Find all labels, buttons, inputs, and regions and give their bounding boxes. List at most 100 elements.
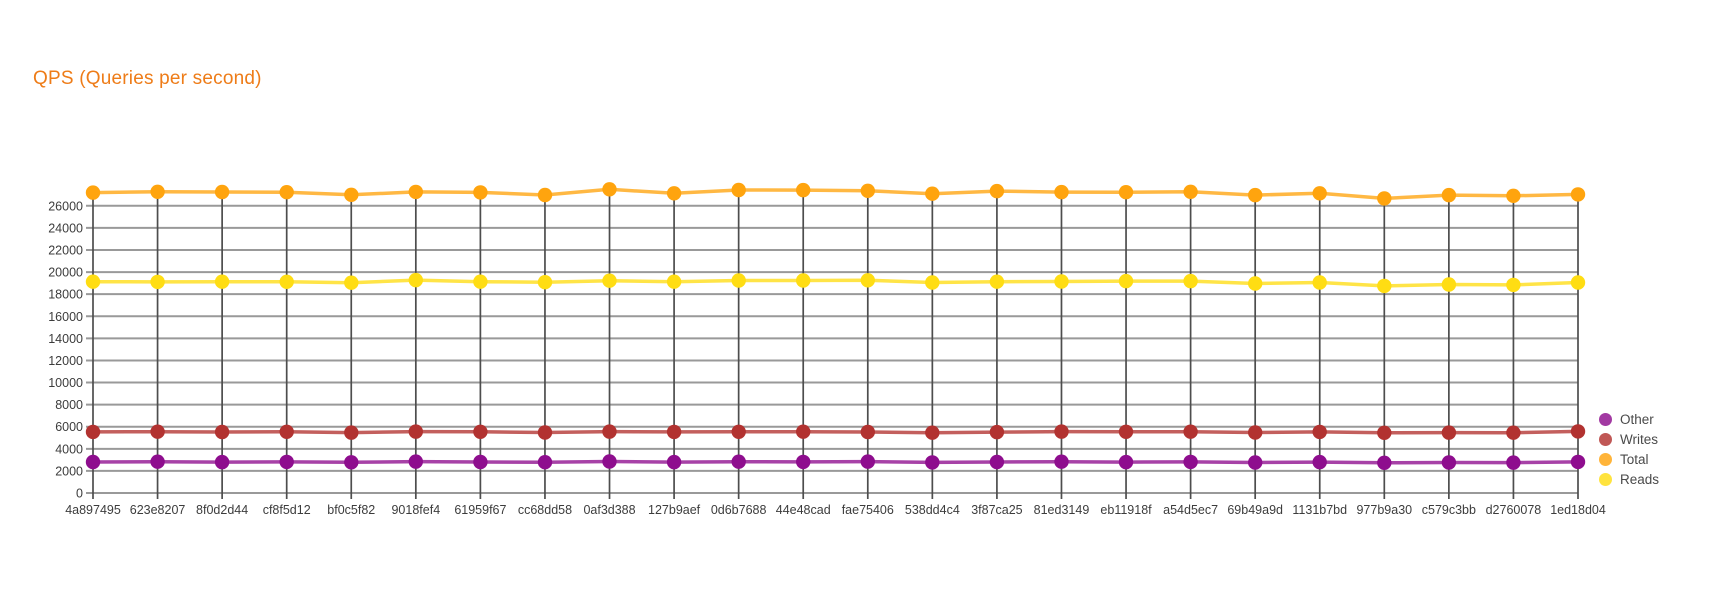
writes-point[interactable] (85, 424, 101, 440)
reads-point[interactable] (1312, 275, 1327, 290)
total-point[interactable] (1248, 187, 1263, 203)
writes-point[interactable] (860, 424, 875, 440)
reads-point[interactable] (1377, 278, 1392, 294)
reads-point[interactable] (1054, 274, 1069, 289)
other-point[interactable] (408, 454, 423, 469)
other-point[interactable] (1377, 455, 1392, 470)
total-point[interactable] (1377, 191, 1392, 206)
reads-point[interactable] (473, 274, 488, 289)
legend-item-total[interactable]: Total (1599, 453, 1659, 466)
writes-point[interactable] (731, 424, 746, 439)
total-point[interactable] (1570, 187, 1586, 202)
reads-point[interactable] (537, 275, 553, 290)
writes-point[interactable] (796, 424, 811, 439)
other-point[interactable] (1054, 454, 1069, 469)
other-point[interactable] (860, 454, 875, 469)
other-point[interactable] (1312, 454, 1327, 470)
total-point[interactable] (214, 184, 230, 200)
total-point[interactable] (1441, 187, 1457, 203)
total-point[interactable] (666, 186, 682, 201)
reads-point[interactable] (925, 275, 940, 290)
writes-point[interactable] (1441, 425, 1457, 440)
other-point[interactable] (1570, 454, 1586, 470)
other-point[interactable] (85, 454, 101, 470)
writes-point[interactable] (925, 425, 940, 440)
other-point[interactable] (925, 455, 940, 470)
other-point[interactable] (796, 454, 811, 470)
reads-point[interactable] (989, 274, 1005, 289)
writes-point[interactable] (989, 424, 1005, 440)
writes-point[interactable] (1312, 424, 1327, 440)
other-point[interactable] (989, 454, 1005, 470)
reads-point[interactable] (279, 274, 294, 289)
reads-point[interactable] (85, 274, 101, 289)
reads-point[interactable] (1183, 273, 1198, 289)
total-point[interactable] (85, 185, 101, 200)
legend-item-writes[interactable]: Writes (1599, 433, 1659, 446)
reads-point[interactable] (344, 275, 359, 290)
total-point[interactable] (279, 185, 294, 200)
other-point[interactable] (1441, 455, 1457, 470)
total-point[interactable] (408, 184, 423, 200)
total-point[interactable] (150, 184, 165, 199)
reads-point[interactable] (408, 272, 423, 288)
total-point[interactable] (860, 183, 875, 198)
other-point[interactable] (214, 454, 230, 470)
total-point[interactable] (1118, 185, 1134, 200)
reads-point[interactable] (1441, 277, 1457, 292)
writes-point[interactable] (666, 424, 682, 440)
reads-point[interactable] (1570, 275, 1586, 290)
other-point[interactable] (666, 454, 682, 470)
other-point[interactable] (602, 454, 617, 469)
other-point[interactable] (1183, 454, 1198, 470)
writes-point[interactable] (1570, 424, 1586, 439)
total-point[interactable] (1183, 184, 1198, 199)
other-point[interactable] (537, 455, 553, 470)
reads-point[interactable] (1248, 276, 1263, 291)
reads-point[interactable] (150, 274, 165, 290)
reads-point[interactable] (1506, 277, 1521, 293)
other-point[interactable] (279, 454, 294, 470)
writes-point[interactable] (408, 424, 423, 439)
reads-point[interactable] (731, 273, 746, 288)
writes-point[interactable] (1248, 425, 1263, 440)
other-point[interactable] (1118, 454, 1134, 470)
total-point[interactable] (989, 183, 1005, 199)
legend-item-other[interactable]: Other (1599, 413, 1659, 426)
other-point[interactable] (344, 455, 359, 470)
reads-point[interactable] (666, 274, 682, 289)
total-point[interactable] (344, 187, 359, 202)
writes-point[interactable] (1183, 424, 1198, 439)
other-point[interactable] (150, 454, 165, 469)
reads-point[interactable] (214, 274, 230, 289)
total-point[interactable] (796, 182, 811, 198)
total-point[interactable] (731, 182, 746, 198)
writes-point[interactable] (602, 424, 617, 439)
total-point[interactable] (1506, 188, 1521, 203)
reads-point[interactable] (860, 273, 875, 288)
writes-point[interactable] (1054, 424, 1069, 439)
other-point[interactable] (1248, 455, 1263, 470)
reads-point[interactable] (1118, 273, 1134, 289)
writes-point[interactable] (537, 425, 553, 440)
other-point[interactable] (1506, 455, 1521, 470)
other-point[interactable] (731, 454, 746, 469)
writes-point[interactable] (150, 424, 165, 439)
reads-point[interactable] (796, 273, 811, 288)
total-point[interactable] (1054, 184, 1069, 200)
total-point[interactable] (473, 185, 488, 200)
writes-point[interactable] (279, 424, 294, 439)
other-point[interactable] (473, 454, 488, 470)
total-point[interactable] (537, 187, 553, 203)
writes-point[interactable] (1506, 425, 1521, 440)
writes-point[interactable] (1118, 424, 1134, 439)
total-point[interactable] (602, 182, 617, 197)
writes-point[interactable] (214, 424, 230, 440)
legend-item-reads[interactable]: Reads (1599, 473, 1659, 486)
reads-point[interactable] (602, 273, 617, 288)
total-point[interactable] (1312, 186, 1327, 201)
writes-point[interactable] (344, 425, 359, 440)
writes-point[interactable] (473, 424, 488, 439)
writes-point[interactable] (1377, 425, 1392, 440)
total-point[interactable] (925, 186, 940, 201)
